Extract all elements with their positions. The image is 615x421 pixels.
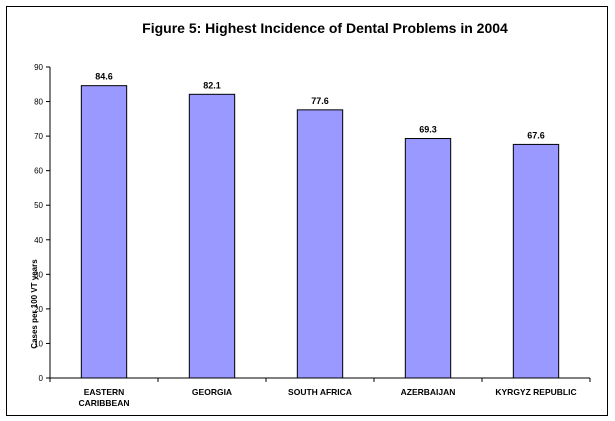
x-tick-label: EASTERN CARIBBEAN: [79, 387, 130, 408]
chart-title: Figure 5: Highest Incidence of Dental Pr…: [142, 20, 508, 36]
y-axis-label: Cases per 100 VT years: [30, 259, 39, 349]
bar: [296, 109, 344, 379]
y-tick-label: 60: [34, 167, 43, 176]
data-label: 82.1: [203, 80, 221, 90]
data-label: 77.6: [311, 96, 329, 106]
bars: [80, 85, 560, 379]
x-axis: [49, 377, 591, 382]
y-tick-label: 80: [34, 98, 43, 107]
x-tick-label: SOUTH AFRICA: [288, 387, 352, 397]
data-label: 69.3: [419, 125, 437, 135]
data-label: 84.6: [95, 72, 113, 82]
bar: [188, 93, 236, 379]
y-tick-label: 20: [34, 305, 43, 314]
x-tick-label: KYRGYZ REPUBLIC: [495, 387, 576, 397]
data-label: 67.6: [527, 130, 545, 140]
bar: [404, 138, 452, 379]
y-tick-label: 30: [34, 270, 43, 279]
y-tick-label: 40: [34, 236, 43, 245]
y-tick-label: 90: [34, 63, 43, 72]
y-axis: 0 10 20 30 40 50 60 70 80 90: [34, 63, 51, 383]
bar: [80, 85, 128, 379]
data-labels: 84.6 82.1 77.6 69.3 67.6: [95, 72, 545, 141]
y-tick-label: 70: [34, 132, 43, 141]
y-tick-label: 0: [39, 374, 44, 383]
x-tick-labels: EASTERN CARIBBEAN GEORGIA SOUTH AFRICA AZERB…: [79, 387, 577, 408]
y-tick-label: 50: [34, 201, 43, 210]
y-tick-label: 10: [34, 339, 43, 348]
bar: [512, 143, 560, 379]
x-tick-label: AZERBAIJAN: [401, 387, 456, 397]
x-tick-label: GEORGIA: [192, 387, 232, 397]
